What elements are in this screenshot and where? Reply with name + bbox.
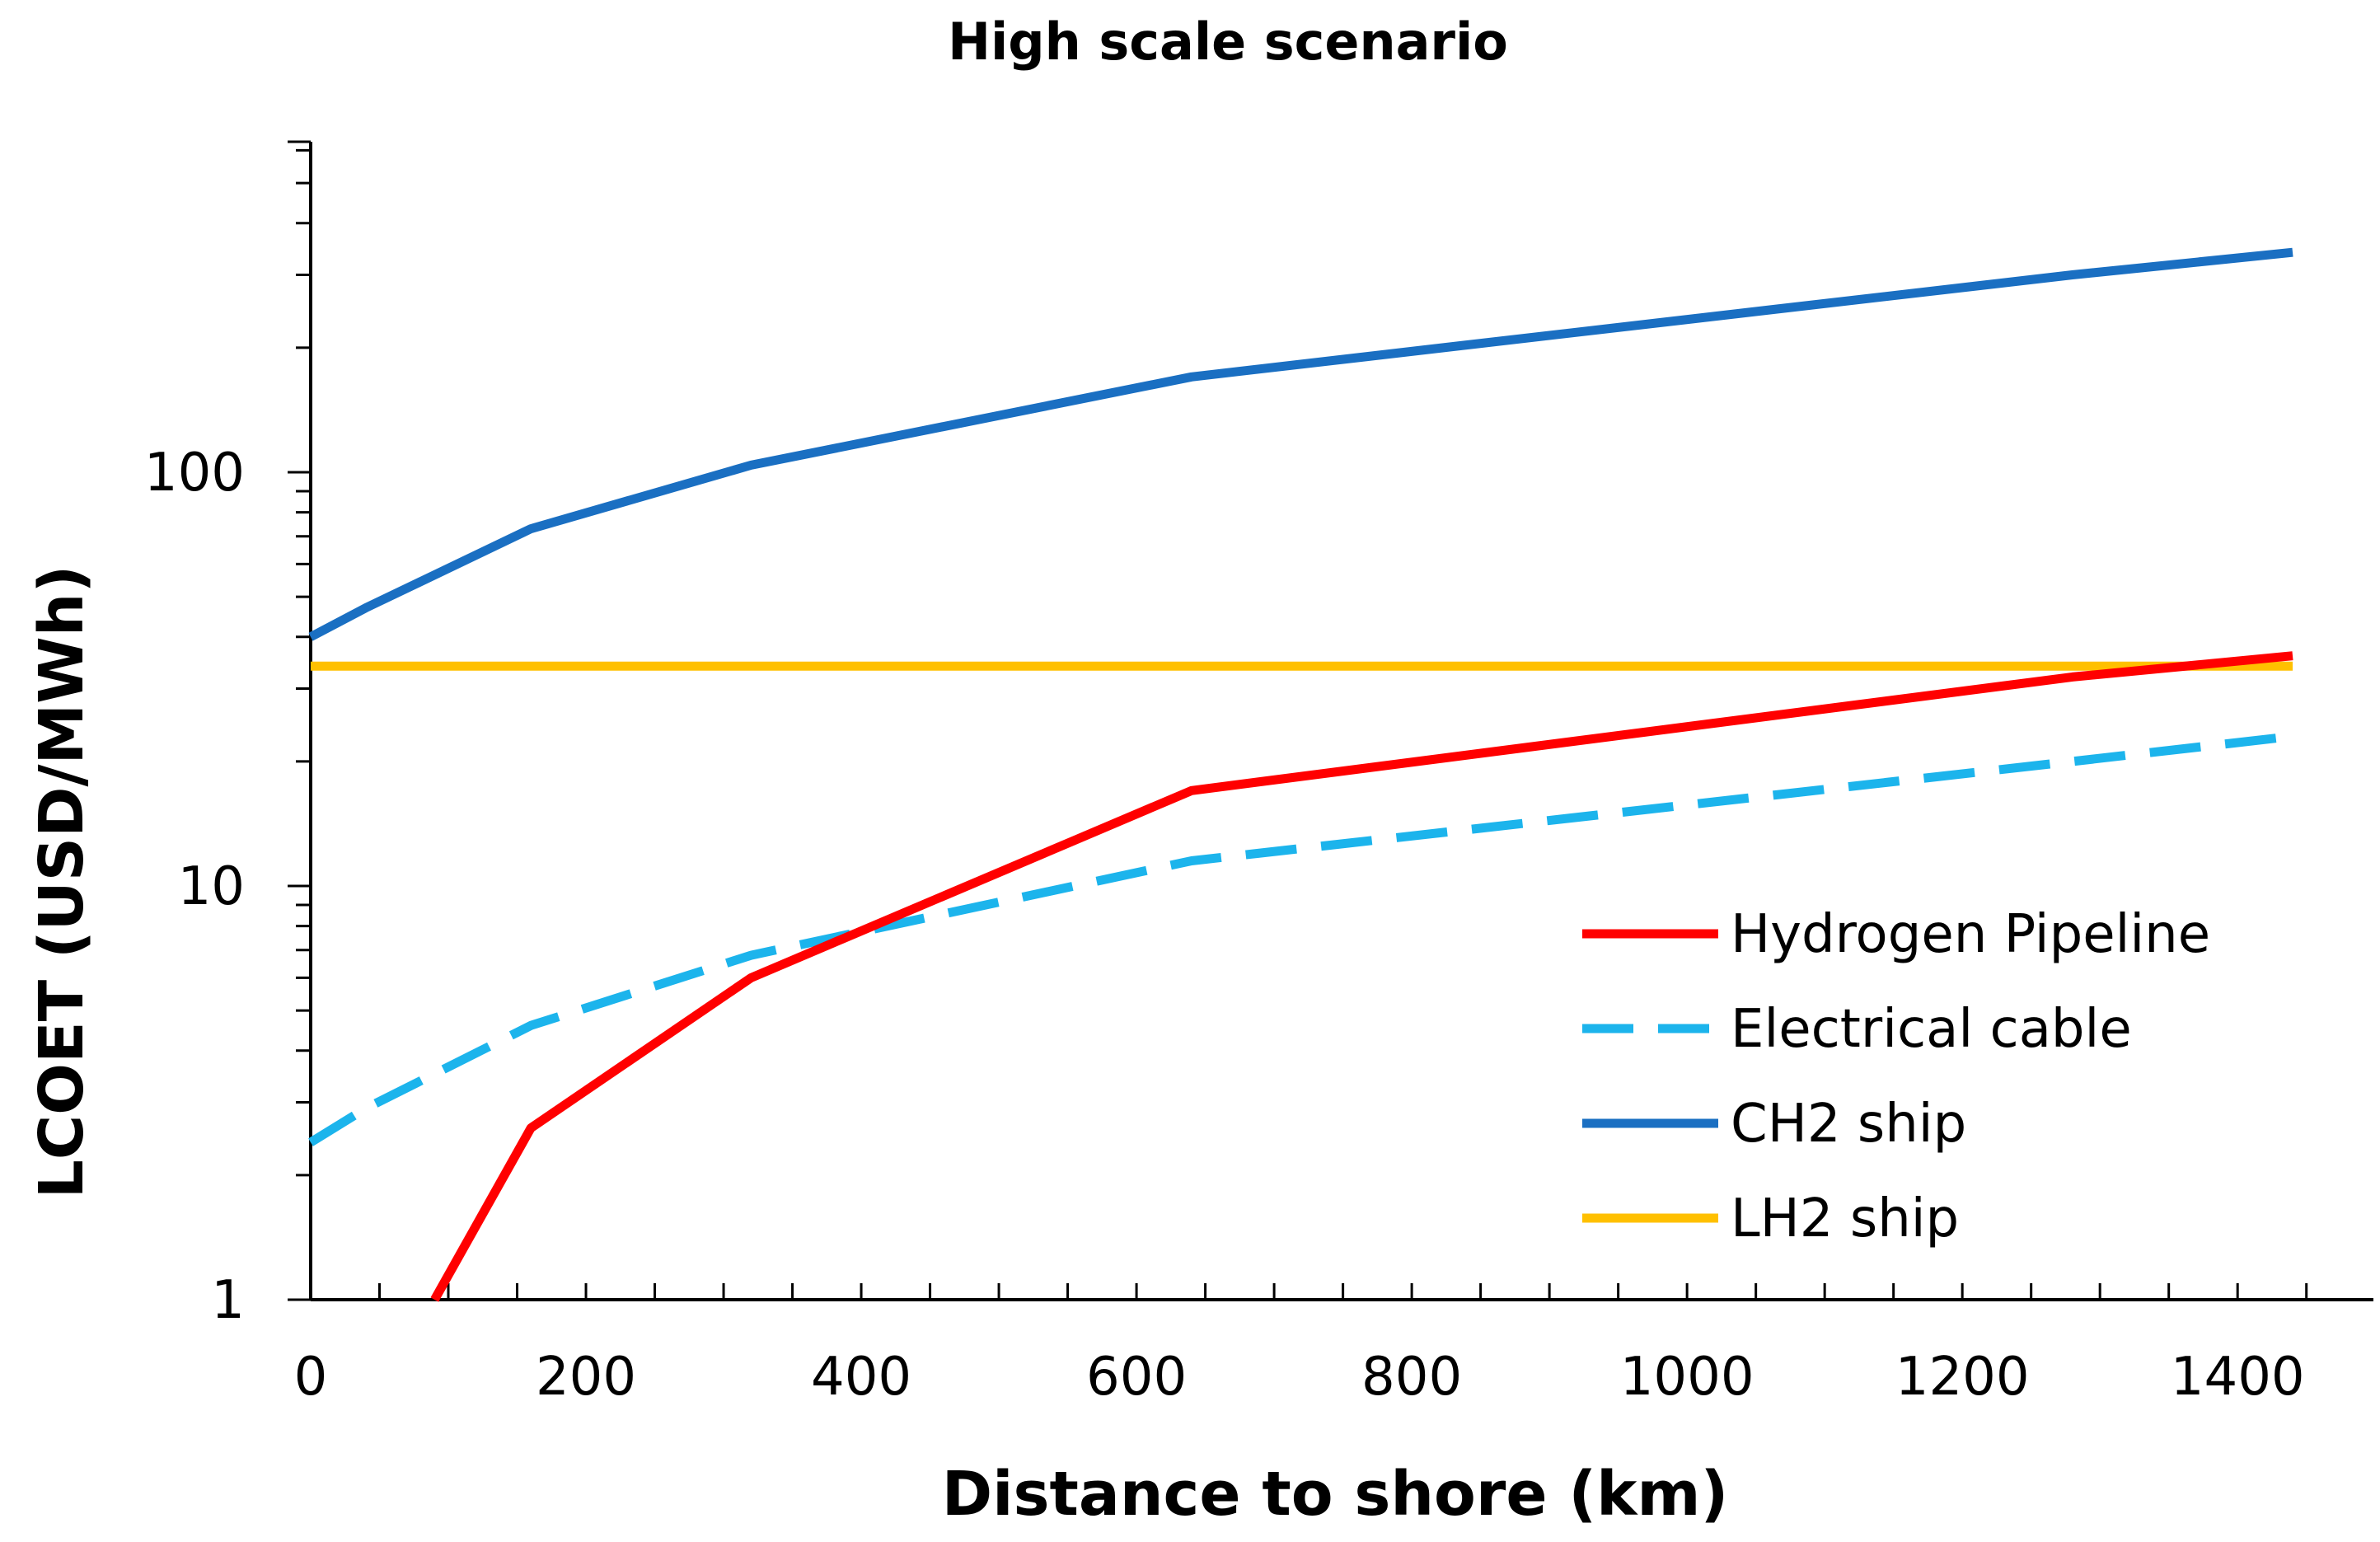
- x-tick-label: 1200: [1895, 1347, 2030, 1408]
- y-tick-label: 10: [178, 856, 245, 917]
- x-tick-label: 1400: [2171, 1347, 2305, 1408]
- x-tick-label: 0: [294, 1347, 328, 1408]
- x-tick-label: 1000: [1620, 1347, 1755, 1408]
- legend-label: LH2 ship: [1731, 1188, 1959, 1249]
- series-line-electrical-cable: [308, 731, 2293, 1146]
- legend: Hydrogen Pipeline Electrical cable CH2 shi…: [1582, 904, 2210, 1249]
- axis-ticks: 0 200 400 600 800 1000 1200 1400 1 10 100: [144, 140, 2308, 1408]
- x-tick-label: 400: [811, 1347, 911, 1408]
- y-tick-label: 100: [144, 443, 245, 504]
- x-axis-title: Distance to shore (km): [942, 1459, 1729, 1530]
- series-line-hydrogen-pipeline: [430, 651, 2293, 1302]
- chart-title: High scale scenario: [948, 12, 1508, 72]
- series-line-ch2-ship: [308, 247, 2293, 641]
- x-tick-label: 800: [1361, 1347, 1462, 1408]
- series-group: [308, 247, 2293, 1302]
- legend-label: Electrical cable: [1731, 999, 2132, 1060]
- plot-area: 0 200 400 600 800 1000 1200 1400 1 10 100: [144, 140, 2373, 1408]
- legend-label: CH2 ship: [1731, 1094, 1966, 1155]
- y-axis-title: LCOET (USD/MWh): [26, 565, 97, 1199]
- x-tick-label: 200: [536, 1347, 636, 1408]
- legend-label: Hydrogen Pipeline: [1731, 904, 2210, 965]
- x-tick-label: 600: [1086, 1347, 1187, 1408]
- y-tick-label: 1: [211, 1270, 245, 1331]
